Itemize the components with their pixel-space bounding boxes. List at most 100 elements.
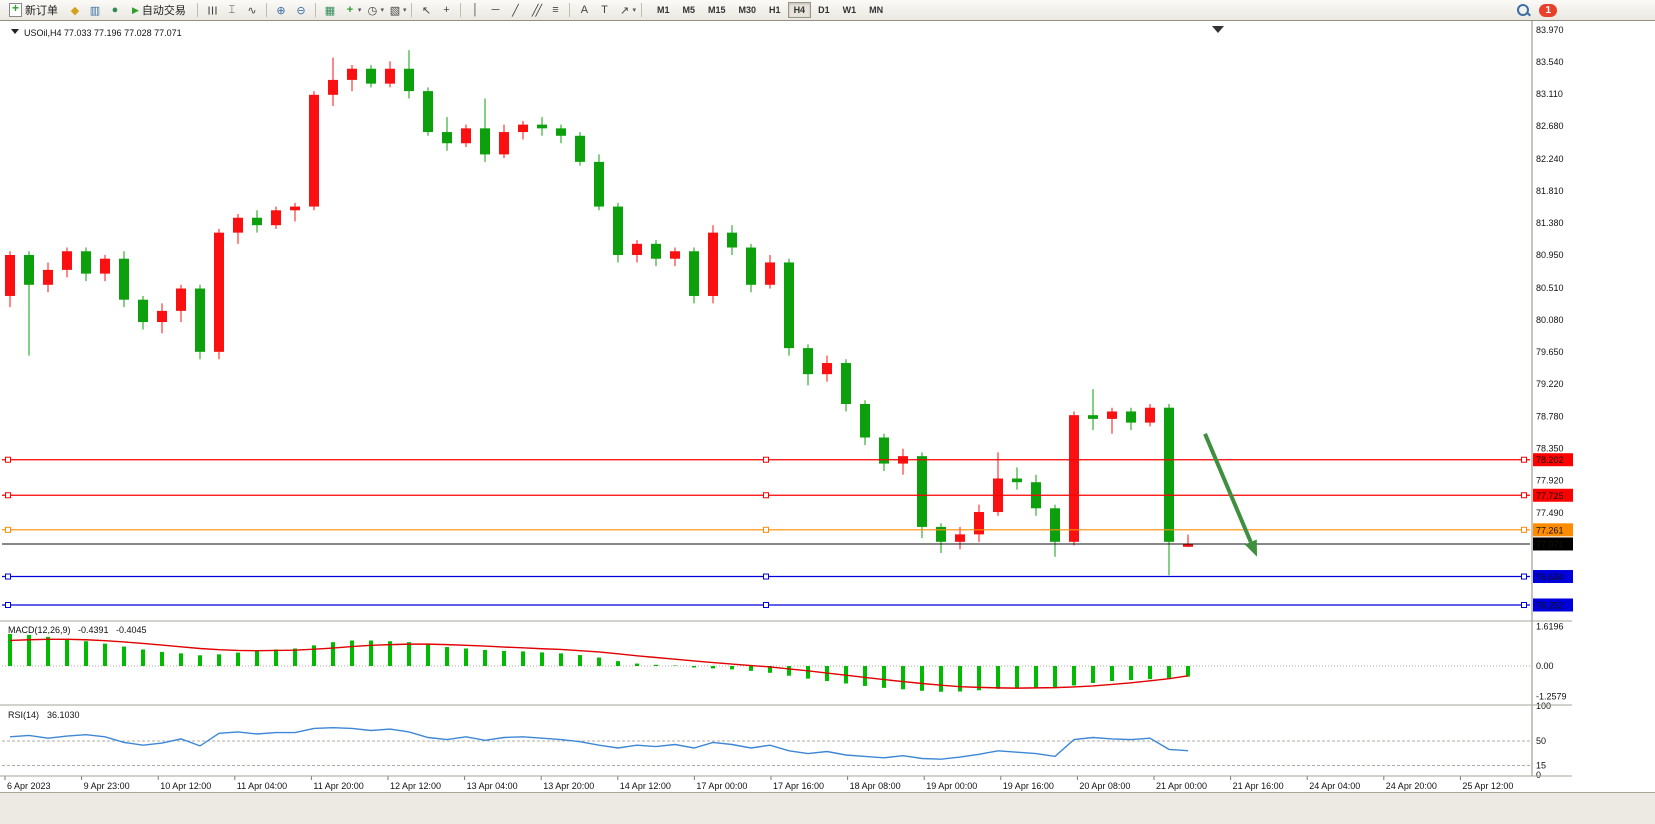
line-handle[interactable] — [5, 456, 11, 463]
price-axis-label: 78.780 — [1536, 412, 1564, 422]
line-handle[interactable] — [5, 573, 11, 580]
horizontal-line-76.634[interactable] — [2, 573, 1530, 580]
cursor-icon[interactable]: ↖ — [421, 4, 432, 17]
rsi-panel: RSI(14) 36.1030 — [2, 710, 1530, 766]
candlestick-chart-icon[interactable]: ⌶ — [228, 3, 236, 16]
time-axis-label: 19 Apr 00:00 — [926, 781, 977, 791]
price-tag — [1533, 523, 1573, 537]
horizontal-line-77.725[interactable] — [2, 492, 1530, 499]
price-axis-label: 79.220 — [1536, 379, 1564, 389]
templates-button[interactable]: ▧ ▾ — [386, 1, 407, 19]
fibonacci-icon[interactable]: ≡ — [552, 4, 559, 16]
timeframe-button-m5[interactable]: M5 — [682, 5, 696, 15]
line-handle[interactable] — [763, 601, 769, 608]
line-handle[interactable] — [5, 492, 11, 499]
timeframe-button-m1[interactable]: M1 — [656, 5, 670, 15]
line-handle[interactable] — [763, 573, 769, 580]
timeframe-button-h4[interactable]: H4 — [787, 2, 812, 18]
time-axis-label: 18 Apr 08:00 — [850, 781, 901, 791]
trendline-icon[interactable]: ╱ — [512, 4, 519, 17]
timeframe-button-m30[interactable]: M30 — [738, 5, 757, 15]
time-axis-label: 12 Apr 12:00 — [390, 781, 441, 791]
price-axis-label: 78.350 — [1536, 444, 1564, 454]
arrows-tool-button[interactable]: ↗ ▾ — [615, 1, 636, 19]
toolbar-separator — [640, 3, 642, 17]
trend-arrow-object[interactable] — [1203, 433, 1257, 557]
notification-badge[interactable]: 1 — [1539, 3, 1557, 17]
time-axis-label: 11 Apr 20:00 — [313, 781, 363, 791]
vertical-line-icon[interactable]: │ — [472, 4, 479, 16]
horizontal-line-78.202[interactable] — [2, 456, 1530, 463]
price-tag — [1533, 537, 1573, 551]
bar-chart-icon[interactable]: ☰ — [205, 5, 218, 15]
price-axis-label: 80.510 — [1536, 283, 1564, 293]
price-tag-label: 77.725 — [1536, 491, 1564, 501]
price-tag — [1533, 488, 1573, 502]
chart-canvas[interactable]: MACD(12,26,9) -0.4391 -0.4045 RSI(14) 36.103… — [0, 21, 1575, 792]
price-axis[interactable]: 83.970 83.540 83.110 82.680 82.240 81.810 81.3… — [1531, 21, 1573, 780]
time-axis-label: 19 Apr 16:00 — [1003, 781, 1054, 791]
zoom-out-icon[interactable]: ⊖ — [296, 4, 306, 17]
line-handle[interactable] — [1521, 492, 1527, 499]
price-tag — [1533, 570, 1573, 584]
rsi-axis-label: 100 — [1536, 701, 1551, 711]
autotrading-button[interactable]: ▶ 自动交易 — [126, 1, 192, 19]
navigator-icon[interactable]: ● — [111, 4, 119, 16]
crosshair-icon[interactable]: + — [443, 4, 450, 16]
line-handle[interactable] — [763, 526, 769, 533]
timeframe-button-h1[interactable]: H1 — [769, 5, 781, 15]
macd-axis-label: -1.2579 — [1536, 692, 1567, 702]
time-axis-label: 17 Apr 00:00 — [696, 781, 747, 791]
tile-windows-icon[interactable]: ▦ — [324, 4, 336, 17]
price-tag — [1533, 598, 1573, 612]
line-chart-icon[interactable]: ∿ — [247, 4, 257, 17]
line-handle[interactable] — [1521, 526, 1527, 533]
line-handle[interactable] — [763, 456, 769, 463]
zoom-in-icon[interactable]: ⊕ — [276, 4, 286, 17]
price-axis-label: 82.240 — [1536, 154, 1564, 164]
line-handle[interactable] — [1521, 573, 1527, 580]
chart-title: USOil,H4 77.033 77.196 77.028 77.071 — [24, 28, 182, 38]
timeframe-button-w1[interactable]: W1 — [842, 5, 857, 15]
line-handle[interactable] — [1521, 601, 1527, 608]
symbol-dropdown-icon[interactable] — [11, 29, 19, 34]
time-axis[interactable]: 6 Apr 2023 9 Apr 23:00 10 Apr 12:00 11 Apr … — [4, 776, 1513, 791]
horizontal-line-76.252[interactable] — [2, 601, 1530, 608]
periods-button[interactable]: ◷ ▾ — [363, 1, 384, 19]
new-order-button[interactable]: 新订单 — [3, 1, 64, 19]
text-tool-icon[interactable]: A — [580, 4, 589, 16]
timeframe-button-m15[interactable]: M15 — [708, 5, 726, 15]
candlesticks — [5, 50, 1193, 576]
toolbar-separator — [569, 3, 571, 17]
time-axis-label: 21 Apr 00:00 — [1156, 781, 1207, 791]
price-axis-label: 77.920 — [1536, 476, 1564, 486]
horizontal-line-objects[interactable] — [2, 456, 1530, 608]
timeframe-button-mn[interactable]: MN — [869, 5, 884, 15]
market-watch-icon[interactable]: ▥ — [89, 4, 101, 17]
channel-icon[interactable]: ╱╱ — [531, 4, 542, 17]
horizontal-line-icon[interactable]: ─ — [491, 4, 500, 16]
price-axis-label: 80.950 — [1536, 250, 1564, 260]
macd-panel: MACD(12,26,9) -0.4391 -0.4045 — [2, 625, 1530, 692]
price-axis-label: 83.540 — [1536, 57, 1564, 67]
line-handle[interactable] — [1521, 456, 1527, 463]
label-tool-icon[interactable]: T — [601, 4, 608, 16]
time-axis-label: 11 Apr 04:00 — [237, 781, 287, 791]
price-tag-label: 77.071 — [1536, 539, 1564, 549]
price-axis-label: 83.970 — [1536, 25, 1564, 35]
line-handle[interactable] — [5, 526, 11, 533]
line-handle[interactable] — [763, 492, 769, 499]
add-indicator-button[interactable]: + ▾ — [341, 1, 362, 19]
toolbar-separator — [411, 3, 413, 17]
line-handle[interactable] — [5, 601, 11, 608]
autotrading-label: 自动交易 — [141, 5, 186, 17]
price-axis-label: 80.080 — [1536, 315, 1564, 325]
horizontal-line-77.261[interactable] — [2, 526, 1530, 533]
metaeditor-icon[interactable]: ◆ — [70, 4, 80, 17]
chart-chrome: USOil,H4 77.033 77.196 77.028 77.071 — [0, 26, 1572, 777]
time-axis-label: 14 Apr 12:00 — [620, 781, 671, 791]
timeframe-button-d1[interactable]: D1 — [818, 5, 830, 15]
time-axis-label: 13 Apr 04:00 — [467, 781, 518, 791]
search-icon[interactable] — [1515, 2, 1531, 18]
